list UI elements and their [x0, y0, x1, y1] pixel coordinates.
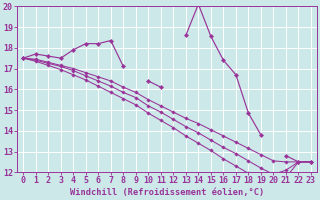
X-axis label: Windchill (Refroidissement éolien,°C): Windchill (Refroidissement éolien,°C) [70, 188, 264, 197]
